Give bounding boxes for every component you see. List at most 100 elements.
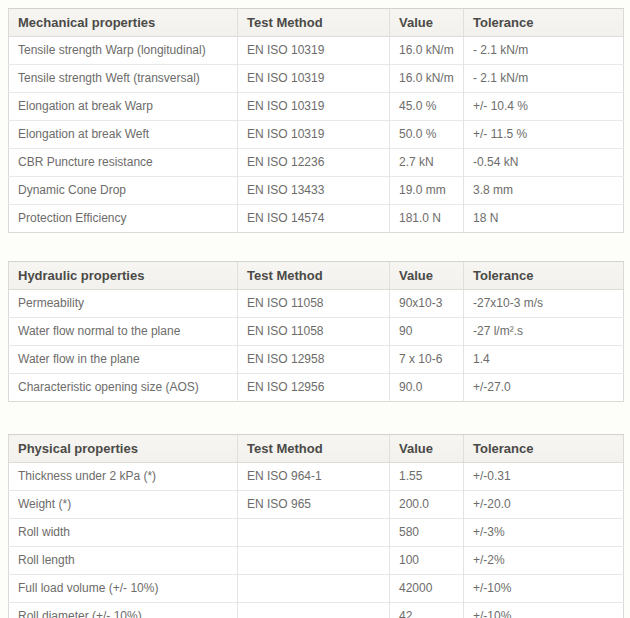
value-cell: 580 bbox=[390, 519, 464, 547]
test-method-cell: EN ISO 10319 bbox=[238, 37, 390, 65]
table-row: Water flow in the plane EN ISO 12958 7 x… bbox=[9, 346, 624, 374]
column-header-tolerance: Tolerance bbox=[464, 262, 624, 290]
value-cell: 7 x 10-6 bbox=[390, 346, 464, 374]
tolerance-cell: +/-20.0 bbox=[464, 491, 624, 519]
test-method-cell: EN ISO 965 bbox=[238, 491, 390, 519]
table-row: Protection Efficiency EN ISO 14574 181.0… bbox=[9, 205, 624, 233]
test-method-cell bbox=[238, 575, 390, 603]
value-cell: 100 bbox=[390, 547, 464, 575]
value-cell: 1.55 bbox=[390, 463, 464, 491]
physical-properties-table: Physical properties Test Method Value To… bbox=[8, 434, 624, 618]
test-method-cell: EN ISO 12956 bbox=[238, 374, 390, 402]
property-cell: Characteristic opening size (AOS) bbox=[9, 374, 238, 402]
value-cell: 19.0 mm bbox=[390, 177, 464, 205]
tolerance-cell: 18 N bbox=[464, 205, 624, 233]
mechanical-properties-table: Mechanical properties Test Method Value … bbox=[8, 8, 624, 233]
tolerance-cell: - 2.1 kN/m bbox=[464, 37, 624, 65]
table-row: Thickness under 2 kPa (*) EN ISO 964-1 1… bbox=[9, 463, 624, 491]
test-method-cell: EN ISO 14574 bbox=[238, 205, 390, 233]
test-method-cell: EN ISO 13433 bbox=[238, 177, 390, 205]
tolerance-cell: -27x10-3 m/s bbox=[464, 290, 624, 318]
properties-datasheet-page: Mechanical properties Test Method Value … bbox=[0, 0, 630, 618]
property-cell: Elongation at break Weft bbox=[9, 121, 238, 149]
table-header-row: Physical properties Test Method Value To… bbox=[9, 435, 624, 463]
column-header-test-method: Test Method bbox=[238, 435, 390, 463]
property-cell: Water flow in the plane bbox=[9, 346, 238, 374]
test-method-cell: EN ISO 12236 bbox=[238, 149, 390, 177]
table-row: Roll length 100 +/-2% bbox=[9, 547, 624, 575]
property-cell: Dynamic Cone Drop bbox=[9, 177, 238, 205]
table-title-mechanical: Mechanical properties bbox=[9, 9, 238, 37]
column-header-tolerance: Tolerance bbox=[464, 435, 624, 463]
table-title-physical: Physical properties bbox=[9, 435, 238, 463]
test-method-cell: EN ISO 964-1 bbox=[238, 463, 390, 491]
value-cell: 90 bbox=[390, 318, 464, 346]
test-method-cell: EN ISO 10319 bbox=[238, 121, 390, 149]
table-row: CBR Puncture resistance EN ISO 12236 2.7… bbox=[9, 149, 624, 177]
table-row: Dynamic Cone Drop EN ISO 13433 19.0 mm 3… bbox=[9, 177, 624, 205]
table-row: Water flow normal to the plane EN ISO 11… bbox=[9, 318, 624, 346]
column-header-tolerance: Tolerance bbox=[464, 9, 624, 37]
column-header-value: Value bbox=[390, 262, 464, 290]
table-row: Tensile strength Weft (transversal) EN I… bbox=[9, 65, 624, 93]
test-method-cell: EN ISO 11058 bbox=[238, 318, 390, 346]
table-row: Roll width 580 +/-3% bbox=[9, 519, 624, 547]
column-header-test-method: Test Method bbox=[238, 9, 390, 37]
property-cell: Elongation at break Warp bbox=[9, 93, 238, 121]
tolerance-cell: +/-10% bbox=[464, 603, 624, 618]
tolerance-cell: 1.4 bbox=[464, 346, 624, 374]
value-cell: 181.0 N bbox=[390, 205, 464, 233]
value-cell: 16.0 kN/m bbox=[390, 65, 464, 93]
table-header-row: Hydraulic properties Test Method Value T… bbox=[9, 262, 624, 290]
test-method-cell bbox=[238, 547, 390, 575]
value-cell: 50.0 % bbox=[390, 121, 464, 149]
property-cell: Protection Efficiency bbox=[9, 205, 238, 233]
value-cell: 2.7 kN bbox=[390, 149, 464, 177]
property-cell: Roll diameter (+/- 10%) bbox=[9, 603, 238, 618]
table-row: Characteristic opening size (AOS) EN ISO… bbox=[9, 374, 624, 402]
table-header-row: Mechanical properties Test Method Value … bbox=[9, 9, 624, 37]
table-row: Permeability EN ISO 11058 90x10-3 -27x10… bbox=[9, 290, 624, 318]
value-cell: 16.0 kN/m bbox=[390, 37, 464, 65]
property-cell: Tensile strength Weft (transversal) bbox=[9, 65, 238, 93]
column-header-test-method: Test Method bbox=[238, 262, 390, 290]
value-cell: 45.0 % bbox=[390, 93, 464, 121]
hydraulic-properties-table: Hydraulic properties Test Method Value T… bbox=[8, 261, 624, 402]
test-method-cell: EN ISO 11058 bbox=[238, 290, 390, 318]
property-cell: Full load volume (+/- 10%) bbox=[9, 575, 238, 603]
column-header-value: Value bbox=[390, 435, 464, 463]
value-cell: 42000 bbox=[390, 575, 464, 603]
property-cell: CBR Puncture resistance bbox=[9, 149, 238, 177]
property-cell: Roll width bbox=[9, 519, 238, 547]
tolerance-cell: 3.8 mm bbox=[464, 177, 624, 205]
test-method-cell: EN ISO 10319 bbox=[238, 65, 390, 93]
value-cell: 90x10-3 bbox=[390, 290, 464, 318]
property-cell: Tensile strength Warp (longitudinal) bbox=[9, 37, 238, 65]
tolerance-cell: +/- 10.4 % bbox=[464, 93, 624, 121]
tolerance-cell: - 2.1 kN/m bbox=[464, 65, 624, 93]
table-row: Elongation at break Warp EN ISO 10319 45… bbox=[9, 93, 624, 121]
value-cell: 42 bbox=[390, 603, 464, 618]
table-row: Tensile strength Warp (longitudinal) EN … bbox=[9, 37, 624, 65]
test-method-cell bbox=[238, 519, 390, 547]
column-header-value: Value bbox=[390, 9, 464, 37]
tolerance-cell: +/-27.0 bbox=[464, 374, 624, 402]
property-cell: Thickness under 2 kPa (*) bbox=[9, 463, 238, 491]
tolerance-cell: -27 l/m².s bbox=[464, 318, 624, 346]
test-method-cell: EN ISO 12958 bbox=[238, 346, 390, 374]
property-cell: Weight (*) bbox=[9, 491, 238, 519]
tolerance-cell: +/-0.31 bbox=[464, 463, 624, 491]
value-cell: 200.0 bbox=[390, 491, 464, 519]
value-cell: 90.0 bbox=[390, 374, 464, 402]
test-method-cell bbox=[238, 603, 390, 618]
property-cell: Roll length bbox=[9, 547, 238, 575]
property-cell: Permeability bbox=[9, 290, 238, 318]
table-row: Elongation at break Weft EN ISO 10319 50… bbox=[9, 121, 624, 149]
test-method-cell: EN ISO 10319 bbox=[238, 93, 390, 121]
table-title-hydraulic: Hydraulic properties bbox=[9, 262, 238, 290]
tolerance-cell: +/- 11.5 % bbox=[464, 121, 624, 149]
tolerance-cell: +/-3% bbox=[464, 519, 624, 547]
table-row: Weight (*) EN ISO 965 200.0 +/-20.0 bbox=[9, 491, 624, 519]
table-row: Full load volume (+/- 10%) 42000 +/-10% bbox=[9, 575, 624, 603]
tolerance-cell: -0.54 kN bbox=[464, 149, 624, 177]
